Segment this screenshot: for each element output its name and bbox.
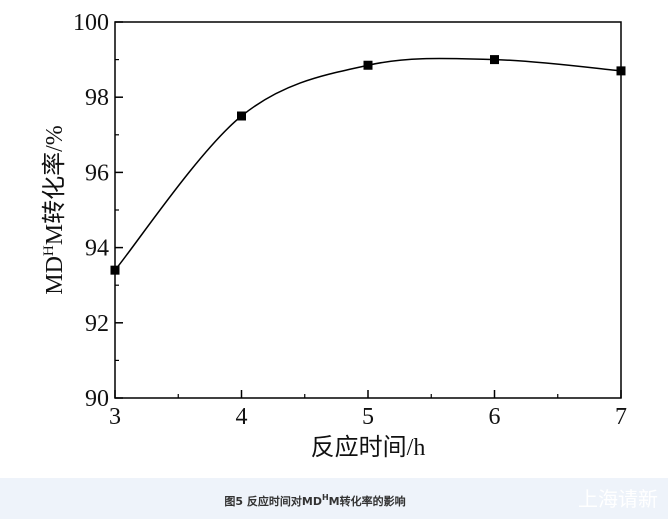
x-tick-label: 6	[489, 404, 501, 430]
marker	[363, 60, 373, 70]
y-tick-label: 96	[85, 160, 109, 186]
y-tick-label: 100	[73, 10, 109, 36]
marker	[110, 265, 120, 275]
y-label-sup: H	[41, 245, 57, 256]
caption-band	[0, 478, 668, 519]
line	[114, 57, 622, 271]
x-tick-label: 7	[615, 404, 627, 430]
axes-frame	[114, 21, 622, 399]
y-label-part: M转化率/%	[41, 125, 68, 245]
x-tick-label: 5	[362, 404, 374, 430]
y-axis-label: MDHM转化率/%	[41, 125, 68, 295]
marker	[616, 66, 626, 76]
caption-text: 图5 反应时间对MD	[224, 494, 322, 508]
x-tick-label: 4	[236, 404, 248, 430]
marker	[490, 55, 499, 65]
caption-sup: H	[322, 493, 329, 502]
y-tick-label: 92	[85, 311, 109, 337]
watermark: 上海请新	[578, 487, 658, 511]
y-tick-label: 98	[85, 85, 109, 111]
caption: 图5 反应时间对MDHM转化率的影响	[224, 493, 405, 508]
marker	[237, 111, 246, 121]
caption-text: M转化率的影响	[329, 494, 406, 508]
y-tick-label: 90	[85, 386, 109, 412]
x-tick-label: 3	[109, 404, 121, 430]
y-label-part: MD	[42, 256, 68, 295]
plot: 反应时间/h MDHM转化率/% 3 4 5 6 7 90 92 94 96 98 100	[41, 10, 627, 461]
y-tick-label: 94	[85, 236, 109, 262]
x-axis-label: 反应时间/h	[311, 434, 426, 461]
